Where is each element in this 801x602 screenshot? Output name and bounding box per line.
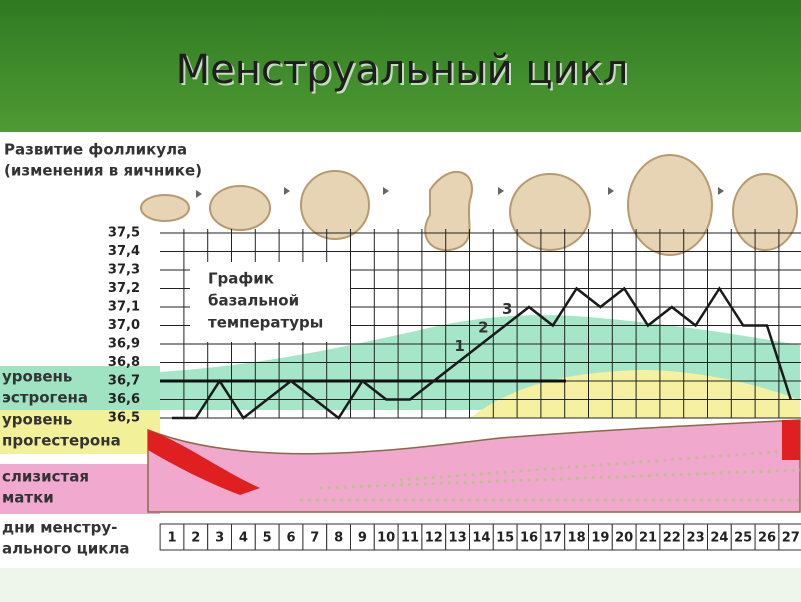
chart-title: Менструальный цикл [176, 47, 629, 93]
x-tick-label: 10 [377, 531, 395, 546]
annotation: 3 [502, 300, 512, 318]
progesterone-label: уровень [2, 411, 72, 429]
temperature-line [172, 286, 792, 420]
x-tick-label: 20 [615, 531, 633, 546]
x-tick-label: 2 [191, 531, 200, 546]
x-tick-label: 5 [263, 531, 272, 546]
x-tick-label: 16 [520, 531, 538, 546]
arrows [196, 187, 724, 198]
days-label: дни менстру- [2, 519, 117, 537]
y-tick-label: 36,5 [108, 411, 140, 426]
follicle [300, 170, 370, 240]
x-tick-label: 3 [215, 531, 224, 546]
x-tick-label: 21 [639, 531, 657, 546]
endometrium-label: слизистая [2, 468, 89, 486]
y-tick-label: 36,6 [108, 392, 140, 407]
y-tick-label: 36,9 [108, 337, 140, 352]
x-tick-label: 4 [239, 531, 248, 546]
menstrual-flow-end [782, 420, 800, 460]
x-tick-label: 24 [710, 531, 728, 546]
arrow [498, 187, 504, 195]
day-cell [778, 523, 801, 551]
x-tick-label: 14 [472, 531, 490, 546]
header-band [0, 0, 801, 132]
ovary-label: (изменения в яичнике) [4, 162, 202, 180]
x-tick-label: 27 [782, 531, 800, 546]
progesterone-label: прогестерона [2, 432, 121, 450]
y-tick-label: 37,5 [108, 226, 140, 241]
arrow [383, 187, 389, 195]
y-tick-label: 37,4 [108, 244, 140, 259]
arrow [608, 187, 614, 195]
x-tick-label: 19 [591, 531, 609, 546]
follicle [509, 173, 591, 251]
endometrium [147, 419, 801, 513]
annotation: 2 [478, 319, 488, 337]
follicle [732, 173, 798, 251]
x-tick-label: 17 [544, 531, 562, 546]
x-tick-label: 11 [401, 531, 419, 546]
ovary-label: Развитие фолликула [4, 141, 187, 159]
y-tick-label: 36,8 [108, 355, 140, 370]
x-tick-label: 13 [449, 531, 467, 546]
x-tick-label: 8 [334, 531, 343, 546]
x-tick-label: 9 [358, 531, 367, 546]
x-tick-label: 26 [758, 531, 776, 546]
estrogen-label: уровень [2, 368, 72, 386]
arrow [284, 187, 290, 195]
y-tick-label: 37,0 [108, 318, 140, 333]
footer-band [0, 568, 801, 602]
title-shadow: Менструальный цикл [178, 49, 631, 95]
x-tick-label: 23 [687, 531, 705, 546]
chart-label: базальной [208, 292, 299, 310]
chart-label: График [208, 270, 274, 288]
days-label: ального цикла [2, 540, 130, 558]
y-tick-label: 37,1 [108, 300, 140, 315]
menstrual-flow [148, 430, 260, 495]
progesterone-band [0, 410, 160, 454]
x-tick-label: 12 [425, 531, 443, 546]
x-tick-label: 18 [568, 531, 586, 546]
endometrium-band [0, 464, 160, 514]
follicle [209, 185, 271, 231]
y-tick-label: 37,2 [108, 281, 140, 296]
y-tick-label: 37,3 [108, 263, 140, 278]
arrow [718, 187, 724, 195]
follicle [140, 194, 190, 222]
x-tick-label: 22 [663, 531, 681, 546]
arrow [196, 190, 202, 198]
chart-label: температуры [208, 314, 323, 332]
x-tick-label: 25 [734, 531, 752, 546]
endometrium-texture [300, 448, 801, 502]
x-tick-label: 15 [496, 531, 514, 546]
x-tick-label: 6 [286, 531, 295, 546]
estrogen-label: эстрогена [2, 389, 88, 407]
estrogen-band [0, 366, 160, 410]
annotation: 1 [454, 337, 464, 355]
x-tick-label: 1 [167, 531, 176, 546]
follicle [627, 154, 713, 256]
x-tick-label: 7 [310, 531, 319, 546]
chart-label-bg [190, 262, 350, 342]
y-tick-label: 36,7 [108, 374, 140, 389]
endometrium-label: матки [2, 489, 54, 507]
